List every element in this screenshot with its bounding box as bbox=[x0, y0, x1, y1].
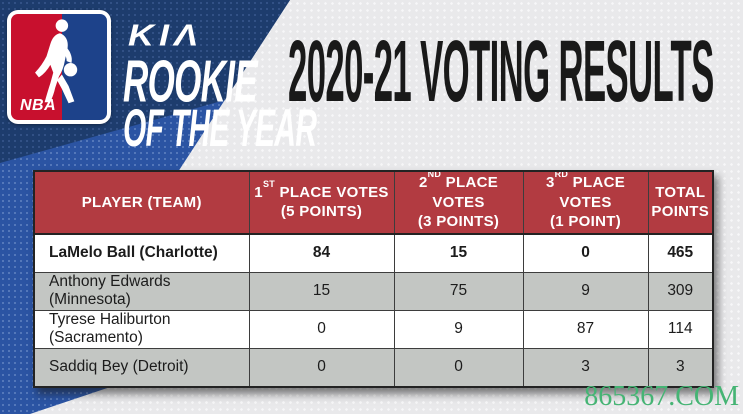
voting-results-table: PLAYER (TEAM) 1ST PLACE VOTES (5 POINTS)… bbox=[33, 170, 714, 388]
column-header-second-place-votes: 2ND PLACE VOTES (3 POINTS) bbox=[393, 170, 524, 235]
column-header-total-points: TOTAL POINTS bbox=[647, 170, 714, 235]
header-subtext: (1 POINT) bbox=[549, 213, 622, 230]
column-header-third-place-votes: 3RD PLACE VOTES (1 POINT) bbox=[522, 170, 649, 235]
header-text: 1ST PLACE VOTES bbox=[254, 178, 389, 201]
first-place-votes-cell: 84 bbox=[248, 233, 395, 273]
player-name-cell: Anthony Edwards (Minnesota) bbox=[33, 271, 250, 311]
first-place-votes-cell: 0 bbox=[248, 347, 395, 387]
kia-logo: KIΛ bbox=[128, 17, 204, 53]
second-place-votes-cell: 75 bbox=[393, 271, 524, 311]
third-place-votes-cell: 0 bbox=[522, 233, 649, 273]
nba-logo: NBA bbox=[7, 10, 111, 124]
total-points-cell: 114 bbox=[647, 309, 714, 349]
site-watermark: 865367.COM bbox=[584, 381, 739, 413]
second-place-votes-cell: 9 bbox=[393, 309, 524, 349]
third-place-votes-cell: 9 bbox=[522, 271, 649, 311]
page-title: 2020-21 VOTING RESULTS bbox=[288, 21, 714, 120]
event-title-of-the-year: OF THE YEAR bbox=[123, 97, 317, 158]
column-header-player: PLAYER (TEAM) bbox=[33, 170, 250, 235]
player-name-cell: LaMelo Ball (Charlotte) bbox=[33, 233, 250, 273]
player-name-cell: Saddiq Bey (Detroit) bbox=[33, 347, 250, 387]
second-place-votes-cell: 15 bbox=[393, 233, 524, 273]
total-points-cell: 465 bbox=[647, 233, 714, 273]
nba-logo-panel: NBA bbox=[11, 14, 107, 120]
column-header-first-place-votes: 1ST PLACE VOTES (5 POINTS) bbox=[248, 170, 395, 235]
nba-player-silhouette bbox=[35, 19, 78, 104]
header-text: TOTAL bbox=[655, 183, 706, 201]
header-text: 2ND PLACE VOTES bbox=[418, 171, 499, 211]
table-row-lamelo-ball: LaMelo Ball (Charlotte) 84 15 0 465 bbox=[33, 233, 714, 273]
total-points-cell: 3 bbox=[647, 347, 714, 387]
player-name-cell: Tyrese Haliburton (Sacramento) bbox=[33, 309, 250, 349]
ordinal-superscript: ST bbox=[262, 178, 276, 189]
table-row-anthony-edwards: Anthony Edwards (Minnesota) 15 75 9 309 bbox=[33, 271, 714, 311]
nba-wordmark: NBA bbox=[20, 97, 57, 114]
event-title-rookie: ROOKIE bbox=[123, 48, 258, 115]
header-text: PLAYER (TEAM) bbox=[81, 193, 202, 211]
table-row-tyrese-haliburton: Tyrese Haliburton (Sacramento) 0 9 87 11… bbox=[33, 309, 714, 349]
ordinal-superscript: ND bbox=[427, 171, 442, 179]
header-subtext: POINTS bbox=[651, 203, 710, 221]
header-subtext: (3 POINTS) bbox=[417, 213, 500, 230]
second-place-votes-cell: 0 bbox=[393, 347, 524, 387]
header-subtext: (5 POINTS) bbox=[280, 203, 363, 221]
total-points-cell: 309 bbox=[647, 271, 714, 311]
ordinal-superscript: RD bbox=[554, 171, 569, 179]
first-place-votes-cell: 15 bbox=[248, 271, 395, 311]
first-place-votes-cell: 0 bbox=[248, 309, 395, 349]
table-header-row: PLAYER (TEAM) 1ST PLACE VOTES (5 POINTS)… bbox=[33, 170, 714, 235]
third-place-votes-cell: 3 bbox=[522, 347, 649, 387]
table-row-saddiq-bey: Saddiq Bey (Detroit) 0 0 3 3 bbox=[33, 347, 714, 387]
third-place-votes-cell: 87 bbox=[522, 309, 649, 349]
header-text: 3RD PLACE VOTES bbox=[545, 171, 626, 211]
